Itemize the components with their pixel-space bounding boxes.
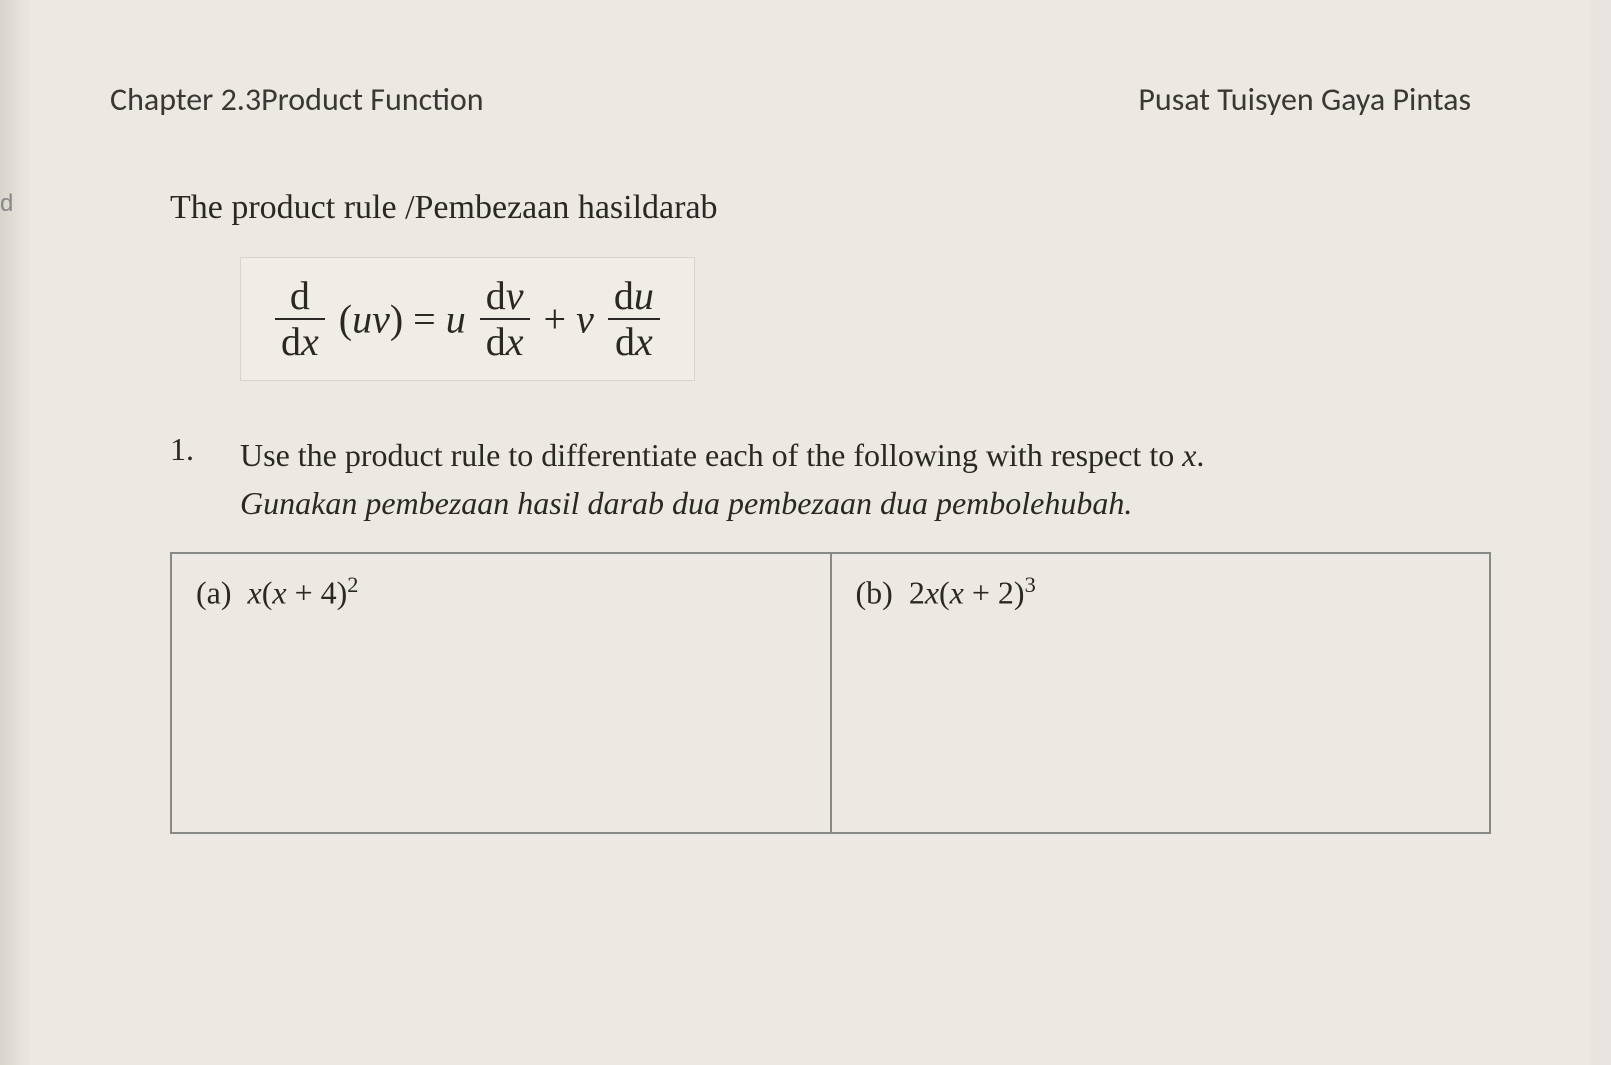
answer-table: (a) x(x + 4)2 (b) 2x(x + 2)3 xyxy=(170,552,1491,834)
expr-b-paren: (x + 2) xyxy=(939,575,1025,611)
page-left-shadow xyxy=(0,0,25,1065)
page-header: Chapter 2.3Product Function Pusat Tuisye… xyxy=(90,60,1551,159)
question-text-en: Use the product rule to differentiate ea… xyxy=(240,437,1182,473)
cell-label-b: (b) xyxy=(856,575,893,611)
expr-a-power: 2 xyxy=(347,572,358,597)
document-page: Chapter 2.3Product Function Pusat Tuisye… xyxy=(30,0,1591,1065)
question-text-en-end: . xyxy=(1196,437,1204,473)
question-1: 1. Use the product rule to differentiate… xyxy=(170,431,1491,527)
page-content: The product rule /Pembezaan hasildarab d… xyxy=(90,159,1551,834)
table-row: (a) x(x + 4)2 (b) 2x(x + 2)3 xyxy=(171,553,1490,833)
product-rule-formula: d dx (uv) = u dv dx + v du dx xyxy=(240,257,695,381)
rule-title: The product rule /Pembezaan hasildarab xyxy=(170,189,1491,227)
cell-a: (a) x(x + 4)2 xyxy=(171,553,831,833)
expr-b-power: 3 xyxy=(1025,572,1036,597)
left-margin-fragment: d xyxy=(0,190,20,230)
cell-b: (b) 2x(x + 2)3 xyxy=(831,553,1491,833)
expr-b-prefix: 2x xyxy=(909,575,939,611)
expr-a-paren: (x + 4) xyxy=(262,575,348,611)
question-variable: x xyxy=(1182,437,1196,473)
question-text-malay: Gunakan pembezaan hasil darab dua pembez… xyxy=(240,485,1132,521)
cell-label-a: (a) xyxy=(196,575,232,611)
institution-name: Pusat Tuisyen Gaya Pintas xyxy=(1138,80,1471,119)
chapter-title: Chapter 2.3Product Function xyxy=(110,80,484,119)
question-number: 1. xyxy=(170,431,210,468)
question-text: Use the product rule to differentiate ea… xyxy=(240,431,1204,527)
expr-a-prefix: x xyxy=(248,575,262,611)
